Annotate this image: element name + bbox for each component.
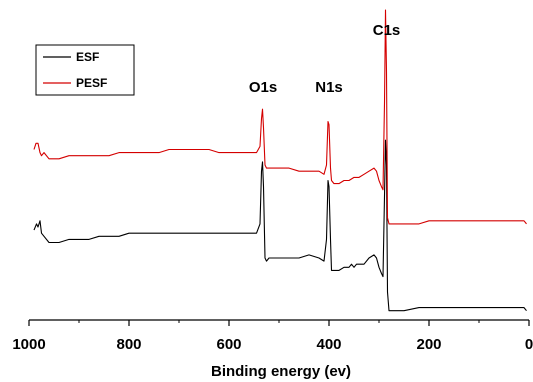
legend-label-esf: ESF [76, 50, 99, 64]
peak-label-n1s: N1s [315, 79, 343, 96]
x-axis: 1000 800 600 400 200 0 [12, 319, 533, 353]
series-line-esf [33, 139, 527, 312]
plot-series [33, 9, 527, 312]
peak-label-o1s: O1s [249, 79, 277, 96]
peak-label-c1s: C1s [373, 22, 401, 39]
legend-label-pesf: PESF [76, 76, 107, 90]
legend: ESF PESF [35, 44, 135, 96]
legend-box [35, 44, 135, 96]
x-tick-label: 200 [416, 336, 441, 353]
x-tick-label: 1000 [12, 336, 45, 353]
x-tick-label: 600 [216, 336, 241, 353]
x-tick-label: 0 [525, 336, 533, 353]
x-tick-label: 400 [316, 336, 341, 353]
x-tick-label: 800 [116, 336, 141, 353]
series-line-pesf [33, 9, 527, 225]
annotations: O1s N1s C1s [249, 22, 400, 96]
x-axis-title: Binding energy (ev) [211, 363, 351, 380]
